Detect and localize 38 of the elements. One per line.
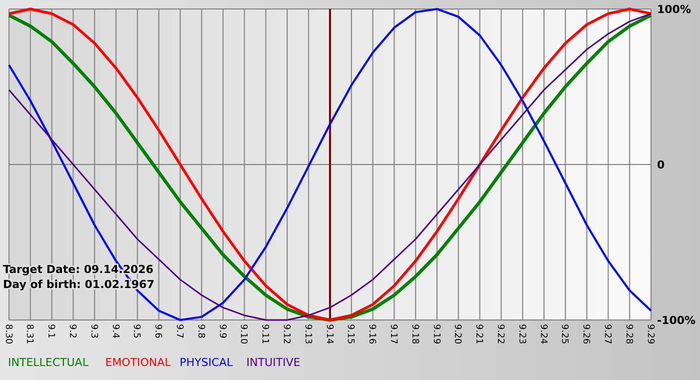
x-tick-label: 9.17: [388, 324, 398, 344]
x-tick-label: 9.3: [88, 324, 98, 338]
x-tick-label: 9.27: [602, 324, 612, 344]
x-tick-label: 9.12: [281, 324, 292, 344]
x-tick-label: 9.7: [174, 324, 184, 338]
x-tick-label: 9.28: [623, 324, 634, 344]
x-tick-label: 9.18: [409, 324, 420, 344]
text: EMOTIONAL: [105, 356, 172, 369]
x-tick-label: 9.10: [238, 324, 248, 344]
x-tick-label: 9.23: [516, 324, 526, 344]
x-tick-label: 9.1: [46, 324, 56, 338]
x-tick-label: 9.24: [538, 324, 548, 344]
x-tick-label: 8.30: [2, 324, 13, 344]
x-tick-label: 9.5: [131, 324, 142, 338]
x-tick-label: 9.19: [430, 324, 441, 344]
x-tick-label: 9.29: [644, 324, 655, 344]
x-tick-label: 9.22: [495, 324, 506, 344]
x-tick-label: 9.13: [302, 324, 312, 344]
x-tick-label: 9.8: [195, 324, 206, 339]
x-tick-label: 9.20: [452, 324, 462, 344]
x-tick-label: 9.26: [580, 324, 591, 344]
x-tick-label: 9.2: [67, 324, 78, 338]
y-tick-label: 0: [657, 158, 665, 172]
x-tick-label: 9.6: [152, 324, 163, 339]
x-tick-label: 9.25: [559, 324, 570, 344]
x-tick-label: 8.31: [24, 324, 34, 344]
y-tick-label: -100%: [657, 314, 696, 327]
text: PHYSICAL: [180, 356, 234, 369]
text: INTUITIVE: [246, 356, 300, 369]
x-tick-label: 9.21: [474, 324, 484, 344]
x-tick-label: 9.16: [366, 324, 377, 344]
x-tick-label: 9.14: [324, 324, 334, 344]
x-tick-label: 9.11: [260, 324, 270, 344]
x-tick-label: 9.9: [216, 324, 227, 339]
x-tick-label: 9.15: [345, 324, 356, 344]
y-tick-label: 100%: [657, 2, 691, 16]
text: INTELLECTUAL: [8, 356, 90, 369]
x-tick-label: 9.4: [110, 324, 120, 339]
